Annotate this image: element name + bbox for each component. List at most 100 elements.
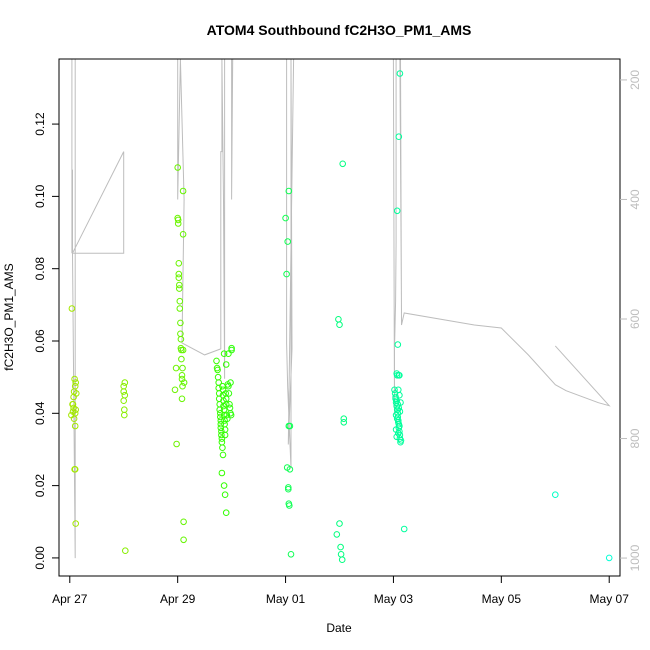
data-point <box>283 270 290 278</box>
data-point <box>228 346 235 354</box>
data-point <box>605 554 613 562</box>
right-tick-label: 200 <box>628 70 642 90</box>
x-axis: Apr 27 Apr 29 May 01 May 03 May 05 May 07 <box>52 575 629 606</box>
data-point <box>222 401 230 408</box>
data-point <box>217 410 224 417</box>
data-point <box>213 357 220 365</box>
data-point <box>394 341 402 348</box>
data-point <box>176 281 183 289</box>
data-point <box>396 408 404 415</box>
data-point <box>225 382 232 390</box>
data-point <box>176 297 184 305</box>
right-tick-label: 800 <box>628 428 642 448</box>
data-point <box>179 364 186 372</box>
y-tick-label: 0.10 <box>33 184 47 208</box>
data-point <box>218 431 225 439</box>
data-point <box>180 518 187 526</box>
data-point <box>71 466 79 473</box>
data-point <box>225 350 232 358</box>
data-point <box>175 260 183 267</box>
data-point <box>172 364 180 372</box>
y-tick-label: 0.00 <box>33 546 47 570</box>
data-point <box>217 424 225 432</box>
x-tick-label: Apr 27 <box>52 592 88 606</box>
data-point <box>221 491 229 499</box>
data-point <box>393 397 401 405</box>
data-point <box>286 502 293 509</box>
data-point <box>228 344 235 352</box>
x-tick-label: May 05 <box>482 592 522 606</box>
data-point <box>395 419 402 426</box>
data-point <box>392 426 400 433</box>
secondary-line-layer <box>71 58 611 559</box>
data-point <box>396 70 404 77</box>
y-tick-label: 0.06 <box>33 329 47 353</box>
y-tick-label: 0.08 <box>33 257 47 281</box>
data-point <box>224 415 231 423</box>
data-point <box>180 536 187 544</box>
data-point <box>174 216 182 224</box>
data-point <box>177 335 185 343</box>
data-point <box>214 366 221 374</box>
data-point <box>400 525 408 533</box>
data-point <box>179 231 187 238</box>
secondary-series-line <box>71 58 611 559</box>
data-point <box>178 375 186 383</box>
data-point <box>73 390 80 397</box>
right-tick-label: 400 <box>628 189 642 209</box>
data-point <box>223 411 231 419</box>
data-point <box>121 379 129 386</box>
plot-frame <box>58 58 621 577</box>
data-point <box>72 520 79 527</box>
data-point <box>391 386 398 394</box>
data-point <box>396 391 403 399</box>
data-point <box>340 415 348 423</box>
data-point <box>397 399 404 406</box>
x-tick-label: May 03 <box>374 592 414 606</box>
data-point <box>395 429 402 437</box>
data-point <box>176 285 183 292</box>
data-point <box>397 437 405 444</box>
data-point <box>72 406 79 414</box>
data-point <box>121 406 128 414</box>
data-point <box>552 491 559 499</box>
data-point <box>219 444 226 452</box>
data-point <box>333 531 341 538</box>
data-point <box>336 520 343 527</box>
data-point <box>217 417 225 424</box>
data-point <box>335 316 342 323</box>
data-point <box>220 482 228 489</box>
data-point <box>285 485 292 493</box>
data-point <box>285 484 292 491</box>
data-point <box>336 321 343 329</box>
data-point <box>222 509 230 517</box>
y-tick-label: 0.12 <box>33 112 47 136</box>
data-point <box>178 395 186 403</box>
data-point <box>221 431 229 439</box>
data-point <box>392 393 399 401</box>
data-point <box>340 419 348 426</box>
data-point <box>282 214 289 222</box>
data-point <box>179 346 187 354</box>
data-point <box>394 406 402 414</box>
data-point <box>171 386 179 394</box>
data-point <box>226 401 233 408</box>
data-point <box>395 386 402 394</box>
data-point <box>219 451 227 459</box>
data-point <box>220 350 228 358</box>
data-point <box>285 187 293 195</box>
data-point <box>174 164 181 171</box>
y-tick-label: 0.02 <box>33 474 47 498</box>
data-point <box>180 379 188 386</box>
data-point <box>396 422 403 430</box>
y-axis-label: fC2H3O_PM1_AMS <box>2 263 16 370</box>
data-point <box>393 415 401 423</box>
data-point <box>71 382 79 390</box>
data-point <box>175 274 183 282</box>
data-point <box>226 404 234 412</box>
data-point <box>179 187 187 195</box>
data-point <box>179 382 186 390</box>
x-tick-label: Apr 29 <box>160 592 196 606</box>
data-point <box>395 133 403 140</box>
data-point <box>69 401 77 408</box>
